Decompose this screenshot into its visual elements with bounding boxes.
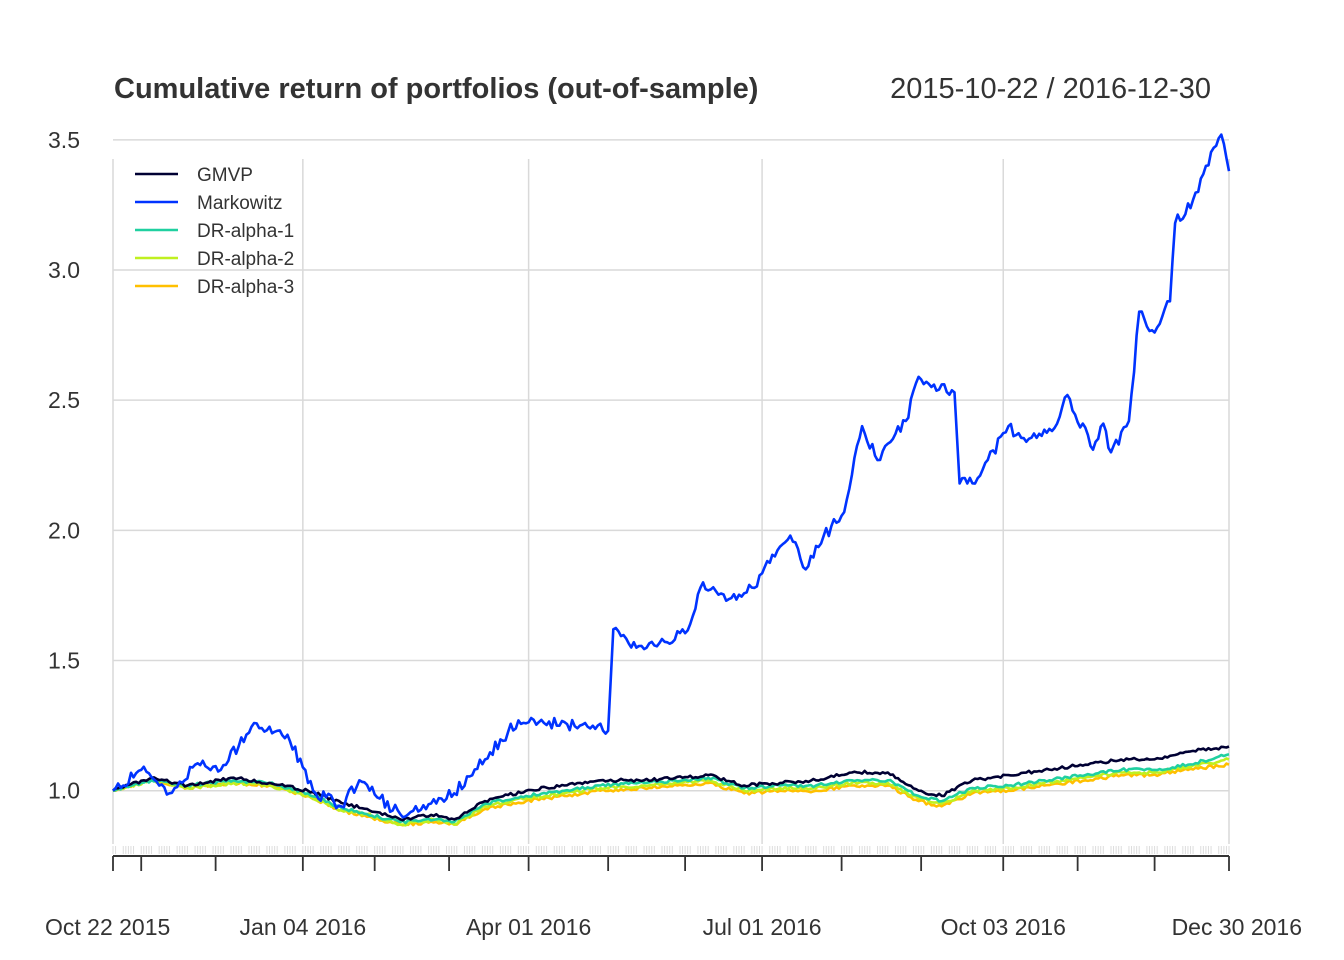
y-tick-label: 1.5 — [48, 648, 80, 674]
legend-label: GMVP — [197, 165, 253, 186]
series-lines — [112, 133, 1231, 827]
legend-label: DR-alpha-1 — [197, 221, 294, 242]
legend: GMVP Markowitz DR-alpha-1 DR-alpha-2 DR-alph… — [135, 165, 294, 298]
x-tick-label: Dec 30 2016 — [1172, 914, 1302, 940]
series-line-gmvp — [112, 745, 1230, 822]
y-tick-label: 1.0 — [48, 778, 80, 804]
series-line-dr-alpha-2 — [112, 757, 1230, 827]
chart-title: Cumulative return of portfolios (out-of-… — [114, 73, 758, 105]
legend-label: DR-alpha-3 — [197, 277, 294, 298]
x-axis: 1.0 1.5 2.0 2.5 3.0 3.5 Oct 22 2015 Jan 04 2016… — [45, 127, 1302, 940]
chart-date-range: 2015-10-22 / 2016-12-30 — [890, 73, 1211, 105]
series-line-markowitz — [112, 133, 1231, 819]
series-line-dr-alpha-3 — [113, 762, 1230, 827]
x-tick-label: Oct 22 2015 — [45, 914, 170, 940]
x-tick-label: Jul 01 2016 — [703, 914, 822, 940]
x-tick-label: Apr 01 2016 — [466, 914, 591, 940]
x-tick-label: Oct 03 2016 — [941, 914, 1066, 940]
x-tick-label: Jan 04 2016 — [240, 914, 367, 940]
legend-label: DR-alpha-2 — [197, 249, 294, 270]
y-tick-label: 2.5 — [48, 387, 80, 413]
legend-label: Markowitz — [197, 193, 283, 214]
y-tick-label: 3.5 — [48, 127, 80, 153]
y-tick-label: 2.0 — [48, 517, 80, 543]
y-tick-label: 3.0 — [48, 257, 80, 283]
grid — [112, 139, 1230, 844]
